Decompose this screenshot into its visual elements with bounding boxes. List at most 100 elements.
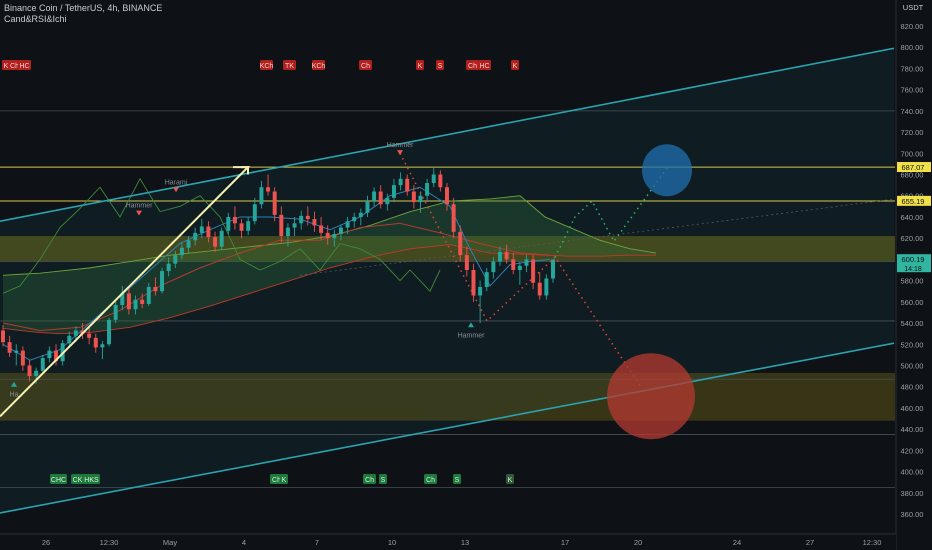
pattern-tag-bearish	[260, 60, 273, 70]
price-tick-label: 360.00	[901, 510, 924, 519]
candle-body	[544, 278, 549, 296]
time-axis-bg	[0, 534, 896, 550]
pattern-tag-bullish	[280, 474, 288, 484]
candle-body	[504, 251, 509, 260]
candle-body	[491, 261, 496, 273]
time-tick-label: 10	[388, 538, 396, 547]
pattern-tag-text: Ch	[468, 63, 477, 70]
support-resistance-zone	[0, 236, 895, 262]
candle-body	[551, 259, 555, 279]
candle-body	[67, 335, 72, 344]
candle-body	[332, 233, 337, 239]
price-tick-label: 480.00	[901, 383, 924, 392]
price-tick-label: 680.00	[901, 171, 924, 180]
price-tick-label: 720.00	[901, 128, 924, 137]
price-tick-label: 460.00	[901, 404, 924, 413]
pattern-tag-bearish	[359, 60, 372, 70]
candle-body	[365, 201, 370, 213]
candle-body	[27, 365, 32, 377]
candle-body	[531, 259, 536, 283]
candle-body	[34, 370, 39, 377]
pattern-tag-text: S	[381, 477, 386, 484]
pattern-label: Hammer	[458, 332, 486, 339]
pattern-tag-bullish	[83, 474, 100, 484]
pattern-marker-down	[397, 150, 403, 156]
candle-body	[186, 240, 191, 248]
support-resistance-zone	[0, 372, 895, 421]
pattern-tag-bearish	[312, 60, 325, 70]
candle-body	[312, 219, 317, 226]
pattern-tag-text: KCh	[260, 63, 274, 70]
candle-body	[391, 185, 396, 198]
candle-body	[524, 259, 529, 266]
pattern-tag-bullish	[424, 474, 437, 484]
price-axis-bg	[896, 0, 932, 550]
bearish-target-circle	[607, 353, 695, 440]
price-tick-label: 420.00	[901, 446, 924, 455]
price-label-box	[897, 162, 931, 173]
candle-body	[292, 223, 297, 228]
pattern-tag-bearish	[466, 60, 479, 70]
candle-body	[199, 226, 204, 233]
time-axis: 26 12:30 May 4 7 10 13 17 20 24 27 12:30	[0, 533, 896, 550]
price-label-text: 655.19	[902, 197, 925, 206]
candle-body	[451, 204, 456, 232]
bearish-projection-path	[399, 152, 641, 387]
pattern-marker-down	[173, 187, 179, 193]
channel-upper-line	[0, 47, 895, 222]
pattern-tag-bearish	[283, 60, 296, 70]
time-tick-label: 12:30	[863, 538, 882, 547]
candle-body	[193, 232, 198, 241]
pattern-label: Hammer	[126, 203, 154, 210]
candle-body	[345, 221, 350, 228]
price-tick-label: 740.00	[901, 107, 924, 116]
candle-body	[425, 183, 430, 196]
candle-body	[73, 330, 78, 336]
lagging-span	[2, 177, 441, 294]
pattern-tag-text: HC	[479, 63, 489, 70]
chart-legend: Binance Coin / TetherUS, 4h, BINANCE Can…	[4, 3, 162, 25]
time-tick-label: 4	[242, 538, 246, 547]
candle-body	[458, 231, 463, 256]
pattern-tag-text: S	[438, 63, 443, 70]
candle-body	[100, 344, 105, 348]
arrow-head	[241, 166, 249, 175]
currency-label: USDT	[903, 3, 924, 12]
price-tick-label: 560.00	[901, 298, 924, 307]
candle-body	[87, 333, 92, 338]
time-tick-label: 7	[315, 538, 319, 547]
pattern-tag-bearish	[436, 60, 444, 70]
pattern-tag-bullish	[379, 474, 387, 484]
pattern-tag-bullish	[50, 474, 67, 484]
candle-body	[438, 174, 443, 188]
time-tick-label: May	[163, 538, 177, 547]
candle-body	[40, 358, 45, 371]
pattern-tag-text: KCh	[312, 63, 326, 70]
candle-body	[206, 226, 211, 238]
candle-body	[146, 286, 151, 304]
price-tick-label: 520.00	[901, 340, 924, 349]
pattern-tag-text: Ch	[272, 477, 281, 484]
price-tick-label: 540.00	[901, 319, 924, 328]
candle-body	[299, 215, 304, 224]
cloud-span-b	[2, 244, 656, 335]
price-tick-label: 500.00	[901, 361, 924, 370]
price-tick-label: 400.00	[901, 468, 924, 477]
price-tick-label: 640.00	[901, 213, 924, 222]
pattern-marker-down	[136, 210, 142, 216]
pattern-tag-text: Ch	[426, 477, 435, 484]
ichimoku-cloud	[3, 195, 656, 334]
pattern-tag-bullish	[71, 474, 84, 484]
candle-body	[378, 191, 383, 205]
candle-body	[239, 223, 244, 231]
candle-body	[232, 216, 237, 224]
price-tick-label: 380.00	[901, 489, 924, 498]
pattern-label: Hammer	[387, 142, 415, 149]
price-tick-label: 620.00	[901, 234, 924, 243]
candle-body	[431, 174, 436, 184]
pattern-tag-text: TK	[285, 63, 294, 70]
pattern-tag-bullish	[453, 474, 461, 484]
candle-body	[213, 237, 218, 247]
